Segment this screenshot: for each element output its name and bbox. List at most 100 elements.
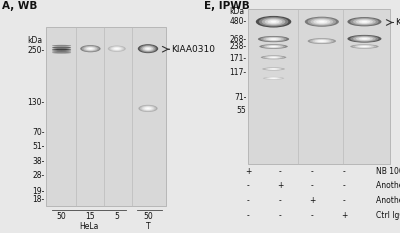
Ellipse shape	[353, 36, 376, 41]
Ellipse shape	[271, 46, 276, 47]
Ellipse shape	[362, 38, 367, 39]
Ellipse shape	[146, 48, 150, 49]
Text: +: +	[245, 167, 251, 176]
Ellipse shape	[356, 37, 373, 41]
Ellipse shape	[140, 106, 156, 111]
Text: 130-: 130-	[27, 98, 44, 107]
Text: Ctrl IgG IP: Ctrl IgG IP	[376, 211, 400, 220]
Ellipse shape	[84, 46, 97, 51]
Text: -: -	[343, 167, 345, 176]
Ellipse shape	[268, 38, 279, 40]
Ellipse shape	[347, 17, 382, 26]
Ellipse shape	[82, 46, 99, 52]
Ellipse shape	[138, 44, 158, 53]
Text: -: -	[311, 167, 313, 176]
Text: 50: 50	[57, 212, 66, 221]
Ellipse shape	[313, 19, 330, 24]
Ellipse shape	[263, 37, 284, 41]
Ellipse shape	[112, 47, 121, 50]
Ellipse shape	[357, 45, 372, 48]
Ellipse shape	[353, 45, 376, 48]
Text: 117-: 117-	[229, 68, 246, 77]
Text: kDa: kDa	[230, 7, 245, 16]
Ellipse shape	[114, 48, 120, 50]
Ellipse shape	[259, 44, 288, 49]
Text: 5: 5	[114, 212, 119, 221]
Ellipse shape	[265, 19, 282, 25]
Text: A, WB: A, WB	[2, 1, 37, 11]
Text: -: -	[279, 167, 281, 176]
Text: Another KIAA0310 Ab: Another KIAA0310 Ab	[376, 182, 400, 190]
Ellipse shape	[87, 48, 94, 50]
Text: 50: 50	[143, 212, 153, 221]
Bar	[46, 27, 166, 206]
Ellipse shape	[258, 36, 289, 42]
Ellipse shape	[108, 45, 126, 52]
Ellipse shape	[272, 57, 276, 58]
Ellipse shape	[350, 18, 379, 26]
Ellipse shape	[52, 45, 71, 47]
Ellipse shape	[263, 56, 284, 59]
Ellipse shape	[262, 67, 285, 71]
Ellipse shape	[310, 39, 334, 44]
Ellipse shape	[265, 56, 282, 59]
Ellipse shape	[261, 55, 286, 59]
Ellipse shape	[362, 46, 367, 47]
Ellipse shape	[319, 21, 325, 23]
Bar	[248, 9, 390, 164]
Ellipse shape	[109, 46, 124, 51]
Ellipse shape	[355, 45, 374, 48]
Ellipse shape	[52, 50, 71, 52]
Text: 51-: 51-	[32, 143, 44, 151]
Ellipse shape	[259, 17, 288, 27]
Ellipse shape	[268, 68, 279, 70]
Ellipse shape	[145, 107, 151, 110]
Text: -: -	[247, 182, 249, 190]
Text: T: T	[146, 222, 150, 230]
Text: 268-: 268-	[229, 35, 246, 44]
Ellipse shape	[269, 57, 278, 58]
Text: 28-: 28-	[32, 171, 44, 180]
Ellipse shape	[268, 20, 280, 24]
Ellipse shape	[347, 35, 382, 43]
Ellipse shape	[360, 46, 369, 47]
Ellipse shape	[308, 17, 336, 26]
Text: -: -	[279, 196, 281, 205]
Ellipse shape	[85, 47, 96, 51]
Ellipse shape	[142, 106, 154, 111]
Text: 70-: 70-	[32, 128, 44, 137]
Text: -: -	[311, 182, 313, 190]
Ellipse shape	[260, 37, 286, 42]
Text: 171-: 171-	[229, 54, 246, 63]
Ellipse shape	[350, 44, 379, 49]
Text: 480-: 480-	[229, 17, 246, 26]
Text: -: -	[247, 196, 249, 205]
Ellipse shape	[262, 18, 285, 26]
Ellipse shape	[356, 19, 373, 24]
Ellipse shape	[359, 20, 370, 23]
Text: -: -	[311, 211, 313, 220]
Text: 55: 55	[237, 106, 246, 115]
Ellipse shape	[52, 52, 71, 54]
Text: KIAA0310: KIAA0310	[395, 18, 400, 27]
Ellipse shape	[141, 46, 155, 52]
Text: -: -	[343, 182, 345, 190]
Text: KIAA0310: KIAA0310	[171, 45, 215, 54]
Text: E, IPWB: E, IPWB	[204, 1, 250, 11]
Text: 38-: 38-	[32, 157, 44, 166]
Ellipse shape	[146, 108, 150, 109]
Text: 238-: 238-	[229, 42, 246, 51]
Text: +: +	[309, 196, 315, 205]
Ellipse shape	[266, 77, 281, 79]
Ellipse shape	[271, 38, 276, 40]
Ellipse shape	[266, 45, 281, 48]
Ellipse shape	[264, 45, 283, 48]
Ellipse shape	[269, 46, 278, 47]
Ellipse shape	[308, 38, 336, 44]
Text: +: +	[341, 211, 347, 220]
Ellipse shape	[359, 38, 370, 40]
Ellipse shape	[272, 78, 275, 79]
Ellipse shape	[315, 40, 329, 43]
Ellipse shape	[267, 56, 280, 58]
Text: kDa: kDa	[28, 36, 43, 45]
